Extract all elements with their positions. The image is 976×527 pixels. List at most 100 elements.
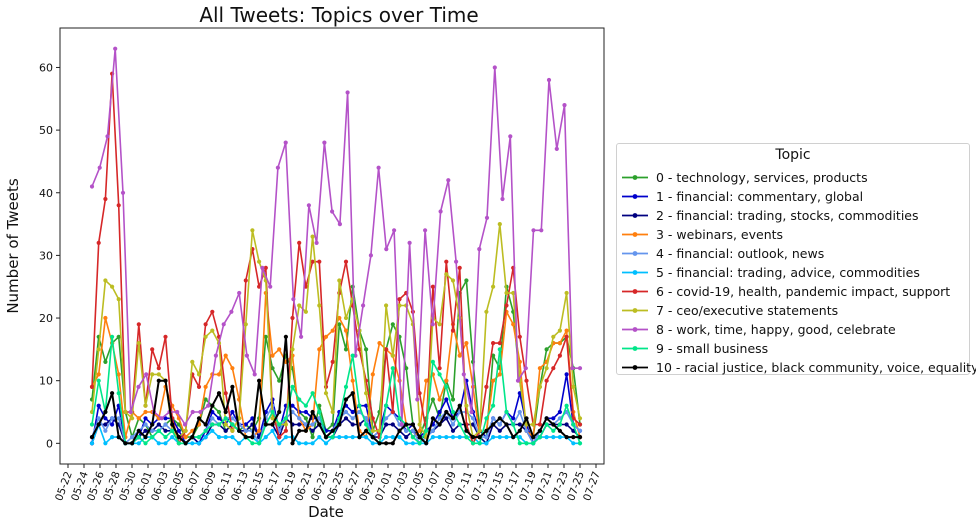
data-point xyxy=(170,422,175,427)
data-point xyxy=(103,359,108,364)
data-point xyxy=(364,391,369,396)
legend-item: 1 - financial: commentary, global xyxy=(617,187,967,206)
data-point xyxy=(457,265,462,270)
data-point xyxy=(110,284,115,289)
data-point xyxy=(116,334,121,339)
data-point xyxy=(223,428,228,433)
data-point xyxy=(551,366,556,371)
data-point xyxy=(470,435,476,440)
data-point xyxy=(113,46,118,51)
data-point xyxy=(243,428,248,433)
legend-swatch xyxy=(622,365,648,370)
data-point xyxy=(511,290,516,296)
data-point xyxy=(120,190,126,195)
data-point xyxy=(229,309,234,314)
data-point xyxy=(277,409,282,415)
data-point xyxy=(210,403,215,408)
data-point xyxy=(230,384,235,389)
data-point xyxy=(244,353,249,358)
data-point xyxy=(337,278,342,283)
data-point xyxy=(364,435,369,440)
data-point xyxy=(89,184,95,189)
data-point xyxy=(317,303,322,308)
data-point xyxy=(263,334,268,339)
data-point xyxy=(464,341,469,346)
data-point xyxy=(190,435,195,440)
data-point xyxy=(237,428,242,433)
data-point xyxy=(404,441,409,446)
legend-item: 9 - small business xyxy=(617,339,967,358)
legend-label: 6 - covid-19, health, pandemic impact, s… xyxy=(656,284,951,299)
data-point xyxy=(103,409,108,415)
legend-item: 2 - financial: trading, stocks, commodit… xyxy=(617,206,967,225)
data-point xyxy=(337,422,342,427)
data-point xyxy=(203,334,208,339)
data-point xyxy=(297,422,302,427)
data-point xyxy=(303,403,308,408)
data-point xyxy=(544,347,549,352)
data-point xyxy=(252,372,257,377)
data-point xyxy=(97,165,102,170)
data-point xyxy=(210,416,215,421)
data-point xyxy=(156,441,161,446)
y-axis: 0 10 20 30 40 50 60 xyxy=(39,61,60,450)
data-point xyxy=(156,422,161,427)
data-point xyxy=(464,428,469,433)
data-point xyxy=(450,397,456,402)
data-point xyxy=(270,416,275,421)
data-point xyxy=(577,441,583,446)
legend-swatch xyxy=(622,308,648,313)
data-point xyxy=(116,203,121,208)
data-point xyxy=(390,435,395,440)
legend-label: 10 - racial justice, black community, vo… xyxy=(656,360,976,375)
legend-item: 8 - work, time, happy, good, celebrate xyxy=(617,320,967,339)
data-point xyxy=(317,409,322,415)
data-point xyxy=(404,428,409,433)
data-point xyxy=(283,334,288,339)
data-point xyxy=(410,435,415,440)
data-point xyxy=(314,240,319,245)
data-point xyxy=(457,353,462,358)
data-point xyxy=(370,428,375,433)
data-point xyxy=(357,403,362,408)
data-point xyxy=(303,416,308,421)
data-point xyxy=(464,435,469,440)
data-point xyxy=(196,372,202,377)
y-tick-label: 20 xyxy=(39,312,53,325)
data-point xyxy=(297,397,302,402)
data-point xyxy=(190,409,195,415)
data-point xyxy=(163,441,168,446)
data-point xyxy=(257,378,262,383)
data-point xyxy=(508,134,513,139)
data-point xyxy=(517,441,522,446)
data-point xyxy=(317,422,322,427)
data-point xyxy=(444,435,449,440)
data-point xyxy=(150,422,155,427)
data-point xyxy=(110,422,115,427)
data-point xyxy=(263,435,268,440)
data-point xyxy=(457,403,462,408)
data-point xyxy=(430,397,435,402)
data-point xyxy=(216,409,222,415)
data-point xyxy=(243,435,248,440)
data-point xyxy=(484,384,489,389)
series-line xyxy=(91,47,580,426)
data-point xyxy=(557,341,563,346)
data-point xyxy=(364,428,369,433)
data-point xyxy=(290,384,295,389)
data-point xyxy=(470,441,476,446)
data-point xyxy=(531,435,536,440)
data-point xyxy=(477,441,482,446)
data-point xyxy=(223,435,228,440)
data-point xyxy=(571,422,576,427)
legend-item: 5 - financial: trading, advice, commodit… xyxy=(617,263,967,282)
data-point xyxy=(196,441,202,446)
y-tick-label: 60 xyxy=(39,61,53,74)
data-point xyxy=(163,416,168,421)
data-point xyxy=(270,422,275,427)
data-point xyxy=(524,441,529,446)
data-point xyxy=(384,422,389,427)
data-point xyxy=(283,422,288,427)
data-point xyxy=(524,428,529,433)
data-point xyxy=(497,435,502,440)
